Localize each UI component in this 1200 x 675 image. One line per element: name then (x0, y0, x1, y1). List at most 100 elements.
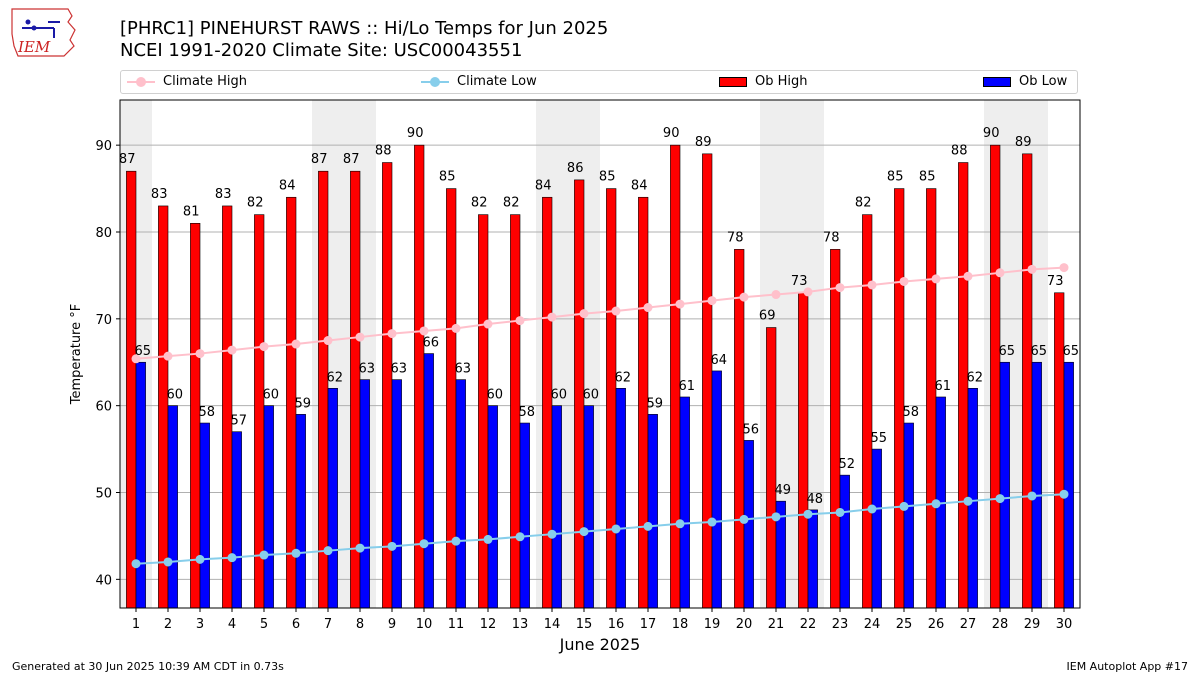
climate-low-point (131, 559, 141, 569)
label-ob-high: 83 (151, 187, 168, 202)
climate-high-point (931, 274, 941, 284)
bar-ob-low (1063, 361, 1074, 609)
bar-ob-low (583, 405, 594, 609)
climate-low-point (899, 501, 909, 511)
x-tick-label: 25 (896, 617, 913, 632)
climate-low-point (867, 504, 877, 514)
label-ob-low: 55 (871, 431, 888, 446)
label-ob-high: 88 (375, 144, 392, 159)
climate-high-point (867, 280, 877, 290)
label-ob-low: 63 (391, 362, 408, 377)
climate-low-point (451, 536, 461, 546)
climate-low-point (355, 543, 365, 553)
bar-ob-low (231, 431, 242, 609)
label-ob-low: 59 (647, 396, 664, 411)
x-tick-label: 10 (416, 617, 433, 632)
legend-swatch-climate-low (421, 76, 449, 88)
x-axis-label: June 2025 (559, 635, 641, 654)
label-ob-high: 78 (727, 230, 744, 245)
climate-low-point (483, 534, 493, 544)
climate-low-point (163, 557, 173, 567)
label-ob-low: 63 (359, 362, 376, 377)
bar-ob-high (926, 188, 937, 609)
bar-ob-low (679, 396, 690, 609)
climate-low-point (259, 550, 269, 560)
x-tick-label: 27 (960, 617, 977, 632)
climate-high-point (355, 332, 365, 342)
x-tick-label: 30 (1056, 617, 1073, 632)
climate-high-point (1027, 264, 1037, 274)
climate-high-point (259, 342, 269, 352)
y-axis-label: Temperature °F (69, 304, 84, 405)
climate-low-point (195, 554, 205, 564)
x-tick-label: 9 (388, 617, 396, 632)
climate-high-point (1059, 263, 1069, 273)
x-tick-label: 28 (992, 617, 1009, 632)
label-ob-low: 62 (327, 370, 344, 385)
climate-low-point (931, 499, 941, 509)
x-tick-label: 18 (672, 617, 689, 632)
x-tick-label: 4 (228, 617, 236, 632)
bar-ob-high (990, 144, 1001, 609)
climate-low-point (611, 524, 621, 534)
bar-ob-low (839, 474, 850, 609)
label-ob-high: 85 (439, 170, 456, 185)
y-tick-label: 90 (95, 139, 112, 154)
climate-high-point (227, 345, 237, 355)
label-ob-high: 90 (983, 126, 1000, 141)
climate-high-point (643, 303, 653, 313)
label-ob-low: 65 (999, 344, 1016, 359)
label-ob-low: 59 (295, 396, 312, 411)
climate-high-point (675, 299, 685, 309)
climate-low-point (323, 546, 333, 556)
y-tick-label: 60 (95, 400, 112, 415)
label-ob-high: 84 (279, 178, 296, 193)
bar-ob-high (766, 327, 777, 609)
climate-high-point (547, 312, 557, 322)
y-tick-label: 50 (95, 487, 112, 502)
label-ob-high: 73 (1047, 274, 1064, 289)
climate-high-line (135, 266, 1065, 360)
climate-high-point (963, 271, 973, 281)
climate-low-point (643, 521, 653, 531)
x-tick-label: 26 (928, 617, 945, 632)
label-ob-high: 82 (503, 196, 520, 211)
bar-ob-high (702, 153, 713, 609)
bar-ob-low (551, 405, 562, 609)
climate-low-point (771, 512, 781, 522)
bar-ob-high (894, 188, 905, 609)
label-ob-high: 83 (215, 187, 232, 202)
climate-high-point (707, 296, 717, 306)
x-tick-label: 5 (260, 617, 268, 632)
bar-ob-high (414, 144, 425, 609)
label-ob-low: 60 (487, 388, 504, 403)
climate-high-point (515, 316, 525, 326)
climate-high-point (387, 329, 397, 339)
plot-frame (119, 99, 1081, 609)
label-ob-high: 85 (919, 170, 936, 185)
bar-ob-low (359, 379, 370, 609)
bar-ob-high (798, 292, 809, 609)
climate-high-point (771, 290, 781, 300)
climate-high-point (195, 349, 205, 359)
bar-ob-low (647, 414, 658, 609)
x-tick-label: 19 (704, 617, 721, 632)
label-ob-low: 49 (775, 483, 792, 498)
climate-low-point (515, 532, 525, 542)
legend-swatch-climate-high (127, 76, 155, 88)
chart-subtitle: NCEI 1991-2020 Climate Site: USC00043551 (120, 40, 523, 61)
bar-ob-low (295, 414, 306, 609)
bar-ob-low (1031, 361, 1042, 609)
label-ob-high: 69 (759, 309, 776, 324)
bar-ob-high (830, 249, 841, 609)
label-ob-high: 86 (567, 161, 584, 176)
label-ob-high: 87 (343, 152, 360, 167)
bar-ob-high (1022, 153, 1033, 609)
label-ob-high: 85 (887, 170, 904, 185)
bar-ob-low (999, 361, 1010, 609)
label-ob-high: 81 (183, 204, 200, 219)
x-tick-label: 20 (736, 617, 753, 632)
legend-label-climate-low: Climate Low (457, 74, 537, 89)
bar-ob-low (391, 379, 402, 609)
